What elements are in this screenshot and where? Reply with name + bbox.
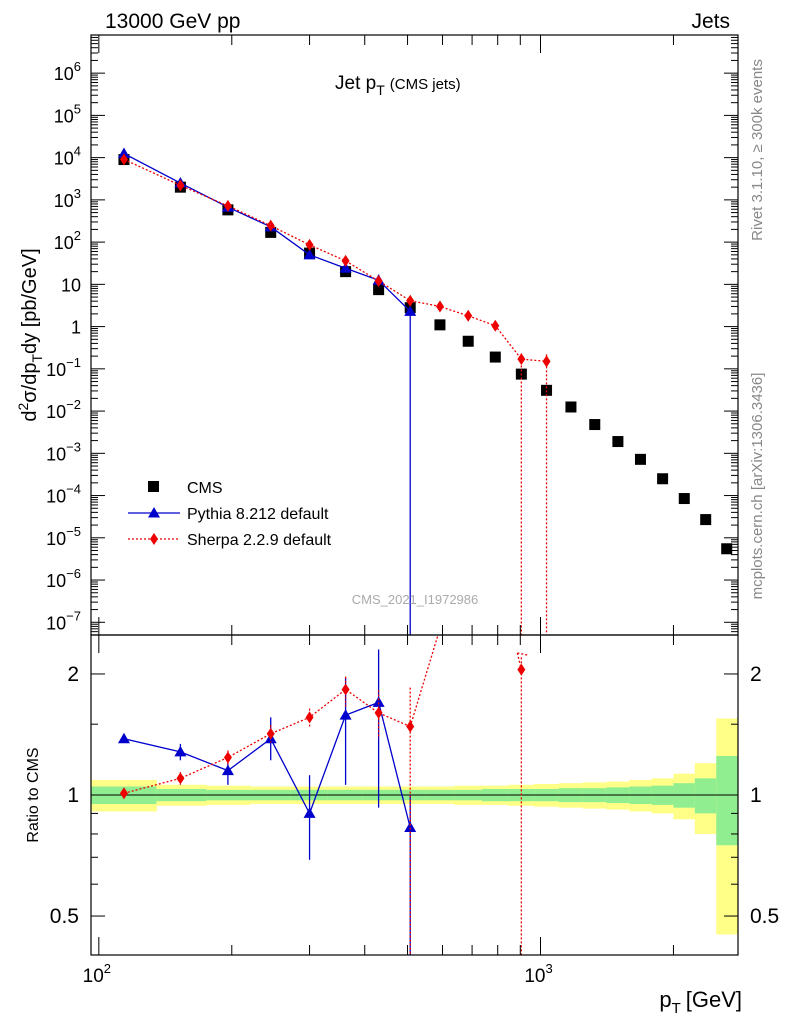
y-tick-label: 103 [54,186,81,211]
y-tick-label: 105 [54,101,81,126]
ratio-pythia-point [303,807,316,818]
main-cms-point [657,473,669,485]
main-cms-point [462,335,474,347]
y-tick-label: 1 [71,318,81,338]
main-sherpa-point [464,309,473,322]
ratio-pythia-point [174,745,187,757]
y-tick-label: 10−6 [46,566,81,591]
legend-entry-sherpa: Sherpa 2.2.9 default [128,532,332,549]
legend-entry-cms: CMS [148,480,223,497]
ratio-sherpa-point [266,727,275,740]
y-tick-label: 104 [54,144,81,169]
main-sherpa-point [435,300,444,313]
main-cms-point [565,401,577,413]
ratio-y-tick-label: 0.5 [50,905,79,928]
ratio-sherpa-line-offscale [409,634,439,727]
y-tick-label: 10−7 [46,608,81,633]
legend-label-pythia: Pythia 8.212 default [187,506,329,523]
main-cms-point [589,419,601,431]
y-tick-label: 10−2 [46,397,81,422]
legend-label-sherpa: Sherpa 2.2.9 default [187,532,332,549]
ratio-sherpa-line-return [516,652,522,670]
main-sherpa-point [406,294,415,307]
header-category: Jets [691,10,730,33]
ratio-band-inner [694,778,717,814]
main-sherpa-point [223,199,232,212]
main-cms-point [700,514,712,526]
main-pythia-point [404,305,417,316]
header-energy: 13000 GeV pp [105,10,240,33]
data-series [117,147,733,955]
x-tick-label: 102 [83,961,111,987]
ratio-pythia-point [339,709,352,720]
main-sherpa-line [123,158,547,363]
ratio-pythia-line [123,701,411,828]
main-cms-point [678,493,690,505]
chart-title: Jet pT (CMS jets) [335,73,461,98]
ratio-y-tick-label: 2 [67,663,79,686]
ratio-sherpa-point [374,706,383,719]
ratio-pythia-point [372,696,385,707]
main-pythia-point [339,262,352,273]
ratio-y-tick-label-right: 0.5 [750,905,779,928]
ratio-sherpa-point [119,787,128,800]
legend: CMS Pythia 8.212 default Sherpa 2.2.9 de… [128,480,332,549]
main-cms-point [634,453,646,465]
ratio-pythia-point [117,732,130,744]
main-pythia-point [303,248,316,260]
ratio-y-label: Ratio to CMS [25,747,42,842]
y-tick-label: 106 [54,59,81,84]
main-sherpa-point [491,319,500,332]
y-tick-label: 10 [61,275,81,295]
main-cms-point [541,384,553,396]
main-cms-point [612,436,624,448]
main-sherpa-point [517,353,526,366]
ratio-sherpa-point [176,772,185,785]
y-tick-label: 10−3 [46,439,81,464]
main-cms-point [489,351,501,363]
main-sherpa-point [266,219,275,232]
ratio-y-tick-label-right: 2 [750,663,762,686]
rivet-version: Rivet 3.1.10, ≥ 300k events [749,59,766,241]
main-cms-point [373,284,385,296]
ratio-band-inner [716,756,739,846]
y-axis-label: d2σ/dpTdy [pb/GeV] [15,248,45,421]
main-cms-point [721,543,733,555]
ratio-y-tick-label: 1 [67,784,79,807]
ratio-pythia-point [221,764,234,776]
y-tick-label: 10−5 [46,524,81,549]
main-sherpa-point [341,254,350,267]
main-sherpa-point [305,238,314,251]
ratio-sherpa-point [223,751,232,764]
mcplots-credit: mcplots.cern.ch [arXiv:1306.3436] [749,373,766,600]
ratio-uncertainty-bands [91,718,739,935]
y-tick-label: 10−1 [46,355,81,380]
main-pythia-point [117,147,130,159]
main-sherpa-point [374,275,383,288]
ratio-sherpa-point [406,720,415,733]
axis-ticks: 10610510410310210110−110−210−310−410−510… [46,34,779,987]
legend-label-cms: CMS [187,480,223,497]
main-sherpa-point [542,355,551,368]
analysis-id: CMS_2021_I1972986 [352,592,479,607]
y-tick-label: 102 [54,228,81,253]
legend-entry-pythia: Pythia 8.212 default [128,506,329,523]
ratio-sherpa-point [305,711,314,724]
ratio-sherpa-point [341,683,350,696]
main-sherpa-point [119,153,128,166]
main-cms-point [265,226,277,238]
x-tick-label: 103 [524,961,552,987]
main-sherpa-point [176,179,185,192]
ratio-sherpa-line-return2 [517,652,528,656]
x-axis-label: pT [GeV] [659,987,742,1017]
y-tick-label: 10−4 [46,482,81,507]
ratio-sherpa-point [517,663,526,676]
main-cms-point [434,319,446,331]
ratio-pythia-point [404,821,417,833]
ratio-y-tick-label-right: 1 [750,784,762,807]
ratio-sherpa-line [123,688,411,794]
